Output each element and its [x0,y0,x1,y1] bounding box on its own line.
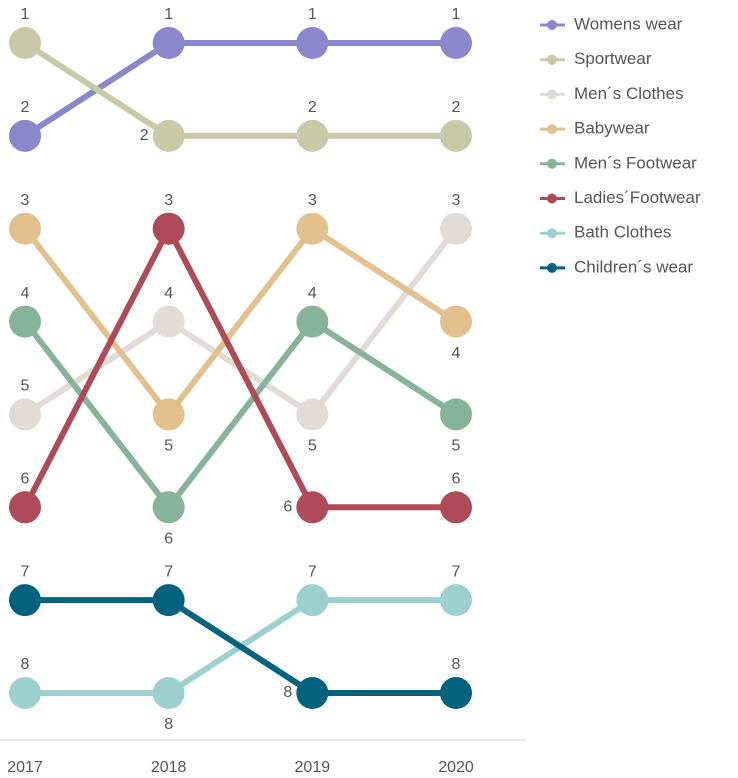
marker [440,119,472,152]
marker [440,584,472,617]
legend-label: Men´s Clothes [574,84,684,103]
data-label: 5 [452,438,461,455]
data-label: 1 [308,6,317,23]
marker [440,398,472,431]
x-tick-label: 2017 [7,759,43,776]
series-line [22,317,458,513]
data-label: 5 [21,378,30,395]
marker [440,491,472,524]
data-label: 4 [452,345,461,362]
legend-label: Womens wear [574,14,683,33]
legend-marker [547,54,557,65]
marker [296,27,329,59]
legend-label: Babywear [574,119,650,138]
x-tick-label: 2020 [438,759,474,776]
legend-label: Men´s Footwear [574,153,697,172]
data-label: 7 [164,563,173,580]
marker [152,212,185,245]
data-label: 1 [21,6,30,23]
data-label: 3 [308,192,317,209]
series-line [23,40,456,139]
legend-label: Children´s wear [574,257,693,276]
marker [440,27,472,59]
marker [296,677,329,709]
data-label: 7 [21,563,30,580]
x-tick-label: 2018 [151,759,187,776]
data-label: 1 [164,6,173,23]
legend-label: Ladies´Footwear [574,188,701,207]
series-line [22,222,456,511]
x-tick-label: 2019 [295,759,331,776]
data-label: 6 [164,531,173,548]
legend-label: Sportwear [574,49,652,68]
legend-marker [547,228,557,239]
data-label: 5 [164,438,173,455]
series-line [22,224,458,420]
data-label: 7 [308,563,317,580]
data-label: 5 [308,438,317,455]
data-label: 8 [21,656,30,673]
data-label: 6 [283,499,292,516]
marker [9,677,41,709]
data-label: 1 [452,6,461,23]
data-label: 7 [452,563,461,580]
marker [152,119,185,152]
marker [9,212,41,245]
marker [152,677,185,709]
marker [440,212,472,245]
data-label: 3 [164,192,173,209]
data-label: 4 [21,285,30,302]
data-label: 2 [140,127,149,144]
marker [9,305,41,338]
marker [9,584,41,617]
legend-marker [547,20,557,30]
data-label: 3 [452,192,461,209]
marker [152,27,185,59]
marker [296,212,329,245]
marker [440,677,472,709]
data-label: 2 [21,99,30,116]
legend-marker [547,158,557,169]
data-label: 2 [452,99,461,116]
data-label: 8 [452,656,461,673]
marker [296,305,329,338]
marker [296,491,329,524]
marker [9,398,41,431]
series-line [25,597,456,696]
data-label: 8 [283,684,292,701]
legend-label: Bath Clothes [574,223,671,242]
data-label: 3 [21,192,30,209]
data-label: 8 [164,716,173,733]
data-label: 6 [21,471,30,488]
data-label: 4 [308,285,317,302]
data-label: 6 [452,471,461,488]
data-label: 2 [308,99,317,116]
legend-marker [547,262,557,273]
series-line [23,40,456,139]
marker [9,27,41,59]
legend-marker [547,124,557,135]
marker [9,119,41,152]
legend-marker [547,193,557,204]
legend-marker [547,89,557,100]
marker [296,398,329,431]
marker [152,398,185,431]
marker [440,305,472,338]
marker [152,491,185,524]
marker [152,584,185,617]
marker [296,119,329,152]
marker [152,305,185,338]
data-label: 4 [164,285,173,302]
marker [9,491,41,524]
marker [296,584,329,617]
